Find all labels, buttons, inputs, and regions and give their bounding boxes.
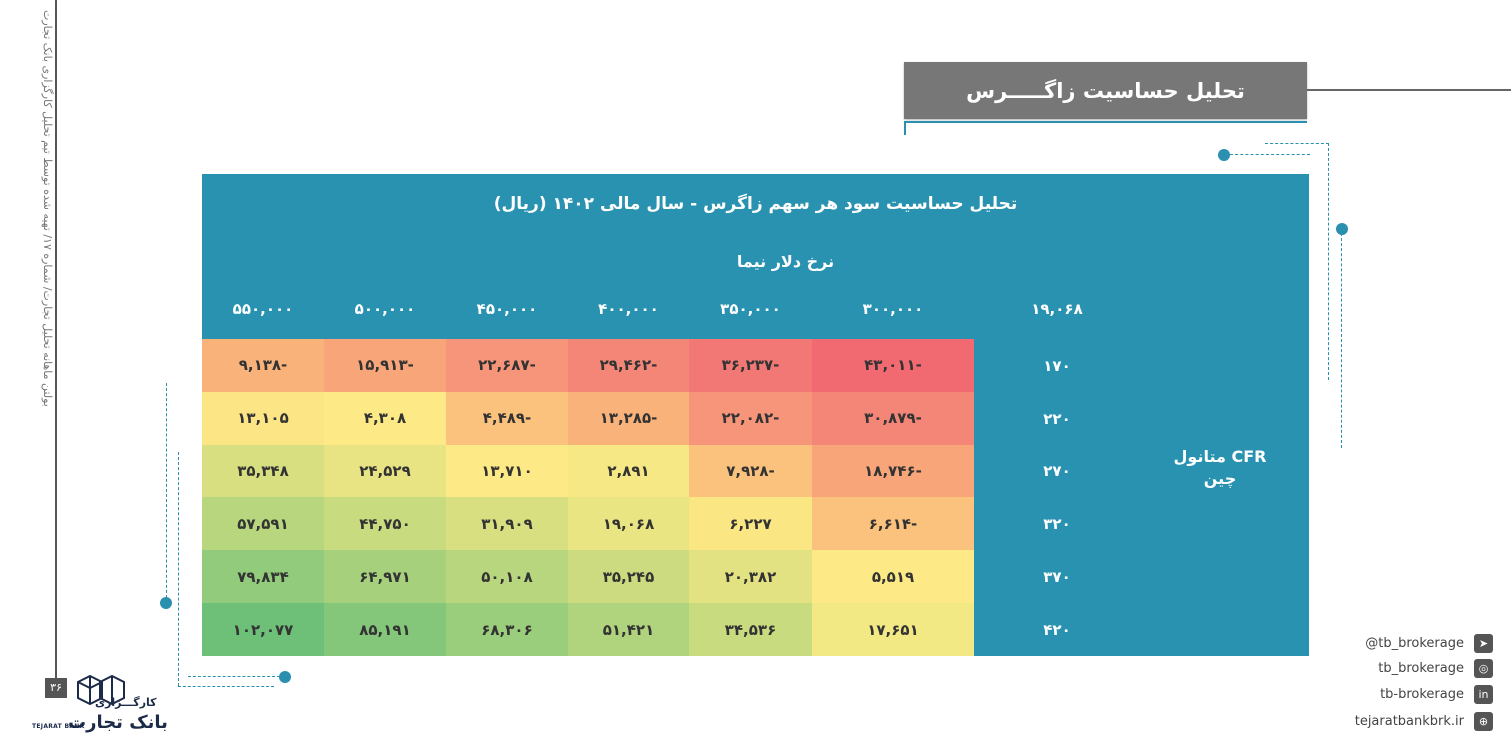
telegram-icon: ➤ (1474, 633, 1493, 653)
logo-brand: بانک تجارت (68, 712, 168, 733)
connector-dot (1218, 149, 1230, 161)
table-cell: ۷,۹۲۸- (689, 444, 812, 498)
side-note: بولتن ماهانه تحلیل تجارت/ شماره ۱۷/ تهیه… (41, 10, 54, 407)
table-cell: ۲۹,۴۶۲- (568, 339, 689, 392)
table-cell: ۳۱,۹۰۹ (446, 497, 568, 551)
table-cell: ۱۷,۶۵۱ (812, 603, 974, 656)
table-cell: ۶,۲۲۷ (689, 497, 812, 551)
row-label: ۲۲۰ (1043, 409, 1071, 428)
title-rule (1307, 89, 1511, 91)
connector-line (1328, 143, 1329, 380)
table-cell: ۳۵,۲۴۵ (568, 550, 689, 604)
logo-prefix: کارگـــزاری (95, 696, 157, 709)
table-cell: ۱۵,۹۱۳- (324, 339, 446, 392)
linkedin-icon: in (1474, 684, 1493, 704)
table-cell: ۳۴,۵۳۶ (689, 603, 812, 656)
column-axis-label: نرخ دلار نیما (736, 252, 835, 271)
column-header: ۵۰۰,۰۰۰ (354, 300, 416, 318)
table-cell: ۱۳,۲۸۵- (568, 391, 689, 445)
table-cell: ۵۰,۱۰۸ (446, 550, 568, 604)
table-cell: ۵۷,۵۹۱ (202, 497, 324, 551)
table-cell: ۲۲,۶۸۷- (446, 339, 568, 392)
connector-dot (279, 671, 291, 683)
title-underline (904, 121, 1307, 123)
table-cell: ۱۳,۷۱۰ (446, 444, 568, 498)
table-cell: ۱۳,۱۰۵ (202, 391, 324, 445)
globe-icon: ⊕ (1474, 711, 1493, 731)
column-header: ۴۵۰,۰۰۰ (476, 300, 538, 318)
row-label: ۳۷۰ (1043, 567, 1071, 586)
column-header: ۵۵۰,۰۰۰ (232, 300, 294, 318)
table-cell: ۱۸,۷۴۶- (812, 444, 974, 498)
social-instagram[interactable]: tb_brokerage ◎ (1293, 658, 1493, 678)
page-number: ۳۶ (45, 678, 67, 698)
social-telegram[interactable]: @tb_brokerage ➤ (1293, 633, 1493, 653)
social-website[interactable]: tejaratbankbrk.ir ⊕ (1293, 711, 1493, 731)
social-website-text[interactable]: tejaratbankbrk.ir (1354, 713, 1464, 729)
column-header: ۳۰۰,۰۰۰ (862, 300, 924, 318)
table-cell: ۶,۶۱۴- (812, 497, 974, 551)
row-label: ۳۲۰ (1043, 514, 1071, 533)
social-linkedin-text[interactable]: tb-brokerage (1380, 686, 1464, 702)
table-cell: ۴۴,۷۵۰ (324, 497, 446, 551)
table-cell: ۴۳,۰۱۱- (812, 339, 974, 392)
instagram-icon: ◎ (1474, 658, 1493, 678)
page-title: تحلیل حساسیت زاگـــــرس (904, 62, 1307, 119)
connector-line (178, 686, 274, 687)
table-cell: ۲۰,۳۸۲ (689, 550, 812, 604)
left-border-line (55, 0, 57, 680)
connector-line (166, 383, 167, 603)
table-cell: ۴,۴۸۹- (446, 391, 568, 445)
connector-line (188, 676, 280, 677)
table-cell: ۲۲,۰۸۲- (689, 391, 812, 445)
table-cell: ۶۸,۳۰۶ (446, 603, 568, 656)
corner-value: ۱۹,۰۶۸ (1031, 300, 1083, 318)
table-cell: ۳۶,۲۳۷- (689, 339, 812, 392)
table-cell: ۲,۸۹۱ (568, 444, 689, 498)
row-label: ۱۷۰ (1043, 356, 1071, 375)
column-header: ۴۰۰,۰۰۰ (598, 300, 659, 318)
table-cell: ۱۰۲,۰۷۷ (202, 603, 324, 656)
connector-line (178, 452, 179, 686)
connector-line (1265, 143, 1329, 144)
row-axis-label-line2: چین (1203, 469, 1237, 488)
table-cell: ۸۵,۱۹۱ (324, 603, 446, 656)
table-cell: ۹,۱۳۸- (202, 339, 324, 392)
table-cell: ۵۱,۴۲۱ (568, 603, 689, 656)
sensitivity-grid: ۹,۱۳۸- ۱۵,۹۱۳- ۲۲,۶۸۷- ۲۹,۴۶۲- ۳۶,۲۳۷- ۴… (202, 339, 974, 656)
logo-english: TEJARAT BANK (32, 723, 85, 730)
table-title: تحلیل حساسیت سود هر سهم زاگرس - سال مالی… (493, 194, 1018, 214)
connector-line (1341, 228, 1342, 448)
row-label: ۴۲۰ (1043, 620, 1071, 639)
table-cell: ۳۰,۸۷۹- (812, 391, 974, 445)
connector-dot (160, 597, 172, 609)
table-cell: ۲۴,۵۲۹ (324, 444, 446, 498)
table-cell: ۳۵,۳۴۸ (202, 444, 324, 498)
row-axis-label-line1: متانول CFR (1173, 447, 1267, 466)
social-linkedin[interactable]: tb-brokerage in (1293, 684, 1493, 704)
connector-line (1230, 154, 1310, 155)
connector-dot (1336, 223, 1348, 235)
table-cell: ۴,۳۰۸ (324, 391, 446, 445)
table-cell: ۶۴,۹۷۱ (324, 550, 446, 604)
row-label: ۲۷۰ (1043, 461, 1071, 480)
table-cell: ۵,۵۱۹ (812, 550, 974, 604)
table-cell: ۷۹,۸۳۴ (202, 550, 324, 604)
social-instagram-text[interactable]: tb_brokerage (1378, 660, 1464, 676)
column-header: ۳۵۰,۰۰۰ (720, 300, 781, 318)
tejarat-logo-icon (77, 674, 125, 706)
row-axis-label: متانول CFR چین (1140, 446, 1300, 490)
title-tick (904, 121, 906, 135)
table-cell: ۱۹,۰۶۸ (568, 497, 689, 551)
social-telegram-text[interactable]: @tb_brokerage (1365, 635, 1464, 651)
